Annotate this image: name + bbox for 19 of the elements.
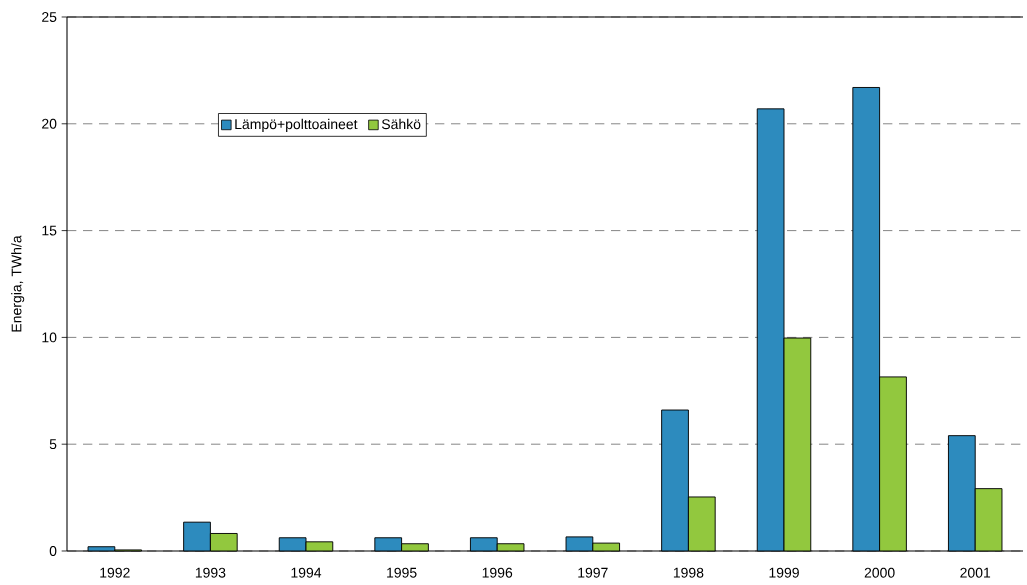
- x-tick-label: 1993: [195, 567, 226, 578]
- x-tick-label: 1994: [291, 567, 322, 578]
- y-tick-label: 0: [49, 546, 57, 556]
- x-tick-label: 2001: [960, 567, 991, 578]
- x-tick-label: 1999: [769, 567, 799, 578]
- y-axis-title: Energia, TWh/a: [11, 235, 25, 332]
- x-tick-label: 1995: [387, 567, 417, 578]
- x-tick-label: 1996: [482, 567, 513, 578]
- x-tick-label: 2000: [864, 567, 895, 578]
- y-tick-label: 15: [42, 225, 57, 236]
- legend-label: Sähkö: [381, 118, 421, 130]
- x-tick-label: 1998: [673, 567, 704, 578]
- y-tick-label: 10: [42, 332, 57, 343]
- x-tick-label: 1997: [578, 567, 608, 578]
- legend-label: Lämpö+polttoaineet: [235, 118, 358, 132]
- x-tick-label: 1992: [100, 567, 130, 578]
- y-tick-label: 20: [42, 118, 57, 129]
- y-tick-label: 5: [49, 439, 57, 450]
- y-tick-label: 25: [42, 12, 57, 22]
